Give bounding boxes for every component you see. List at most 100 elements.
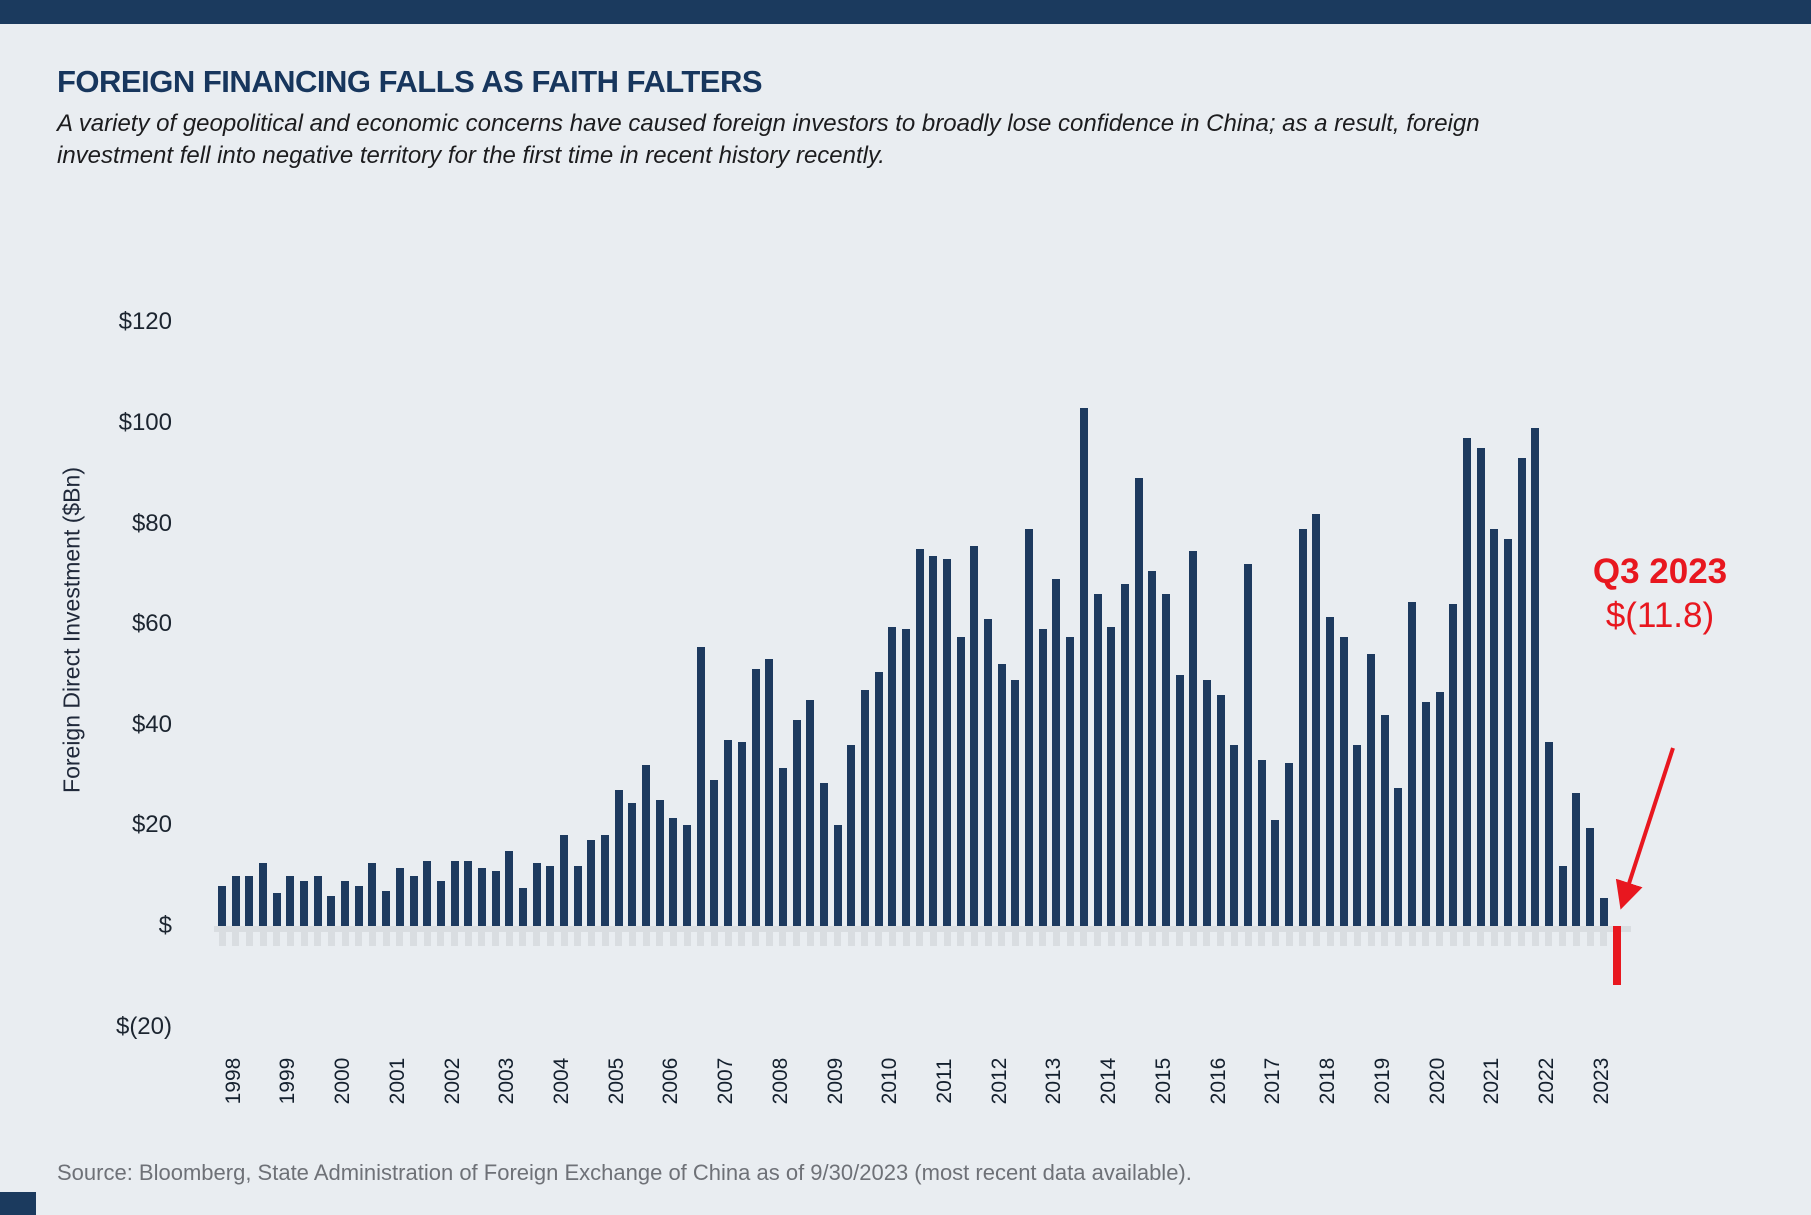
bar (477, 868, 486, 926)
bar (943, 558, 952, 926)
annotation-label: Q3 2023 (1592, 552, 1728, 591)
bar (1353, 744, 1362, 926)
quarter-tick (916, 926, 924, 946)
quarter-tick (710, 926, 718, 946)
quarter-tick (1381, 926, 1389, 946)
bar (532, 863, 541, 926)
quarter-tick (505, 926, 513, 946)
quarter-tick (765, 926, 773, 946)
bar (765, 659, 774, 926)
year-label: 2023 (1589, 1057, 1613, 1105)
bar (1572, 792, 1581, 926)
bar (1517, 458, 1526, 926)
bar (464, 860, 473, 926)
bar (1216, 694, 1225, 926)
bar (409, 875, 418, 926)
year-label: 2000 (331, 1057, 355, 1105)
quarter-tick (1162, 926, 1170, 946)
quarter-tick (697, 926, 705, 946)
bar (1134, 478, 1143, 926)
quarter-tick (806, 926, 814, 946)
quarter-tick (1135, 926, 1143, 946)
quarter-tick (1326, 926, 1334, 946)
bar (902, 629, 910, 926)
bar (847, 744, 856, 926)
quarter-tick (1572, 926, 1580, 946)
quarter-tick (847, 926, 855, 946)
bar (1503, 538, 1512, 926)
quarter-tick (656, 926, 664, 946)
bar (1462, 438, 1471, 926)
quarter-tick (1367, 926, 1375, 946)
bar (710, 780, 719, 926)
bar (751, 669, 760, 926)
bar (1230, 744, 1239, 926)
bar (491, 870, 500, 926)
y-tick-label: $60 (131, 610, 172, 638)
quarter-tick (519, 926, 527, 946)
quarter-tick (1107, 926, 1115, 946)
bar (587, 840, 596, 926)
quarter-tick (888, 926, 896, 946)
bar (382, 890, 391, 926)
bar (1257, 760, 1266, 926)
bar (1531, 428, 1540, 926)
bar (300, 880, 309, 926)
bar (956, 636, 965, 926)
bar (395, 868, 404, 926)
quarter-tick (1299, 926, 1307, 946)
bar (518, 888, 527, 926)
year-label: 2014 (1097, 1057, 1121, 1105)
bar (1476, 448, 1485, 926)
year-label: 2012 (987, 1057, 1011, 1105)
quarter-tick (1285, 926, 1293, 946)
bar (505, 850, 514, 926)
bar (929, 556, 938, 926)
quarter-tick (1094, 926, 1102, 946)
quarter-tick (1477, 926, 1485, 946)
bar (819, 782, 828, 926)
bar (1189, 551, 1198, 926)
quarter-tick (1504, 926, 1512, 946)
year-label: 2016 (1206, 1057, 1230, 1105)
bar (806, 699, 815, 926)
bar (1339, 636, 1348, 926)
quarter-tick (1080, 926, 1088, 946)
quarter-tick (683, 926, 691, 946)
quarter-tick (587, 926, 595, 946)
quarter-tick (1394, 926, 1402, 946)
bar (1038, 629, 1047, 926)
quarter-tick (902, 926, 910, 946)
quarter-tick (642, 926, 650, 946)
y-tick-label: $120 (118, 308, 172, 336)
bar (1161, 594, 1170, 926)
bar (628, 802, 637, 926)
bar (888, 626, 897, 926)
quarter-tick (820, 926, 828, 946)
quarter-tick (355, 926, 363, 946)
bar (354, 885, 363, 926)
y-tick-label: $(20) (115, 1012, 172, 1040)
quarter-tick (259, 926, 267, 946)
bar (1326, 616, 1335, 926)
bar (1394, 787, 1403, 926)
quarter-tick (1121, 926, 1129, 946)
quarter-tick (984, 926, 992, 946)
bar (642, 765, 651, 926)
bar (860, 689, 869, 926)
year-label: 2001 (385, 1057, 409, 1105)
bar (1312, 513, 1321, 926)
quarter-tick (929, 926, 937, 946)
year-label: 2022 (1534, 1057, 1558, 1105)
quarter-tick (286, 926, 294, 946)
quarter-tick (1258, 926, 1266, 946)
quarter-tick (793, 926, 801, 946)
year-label: 2004 (550, 1057, 573, 1105)
bar (436, 880, 445, 926)
quarter-tick (669, 926, 677, 946)
bar-negative-q3-2023 (1613, 926, 1622, 986)
quarter-tick (1436, 926, 1444, 946)
quarter-tick (546, 926, 554, 946)
bar (1025, 528, 1034, 926)
quarter-tick (478, 926, 486, 946)
